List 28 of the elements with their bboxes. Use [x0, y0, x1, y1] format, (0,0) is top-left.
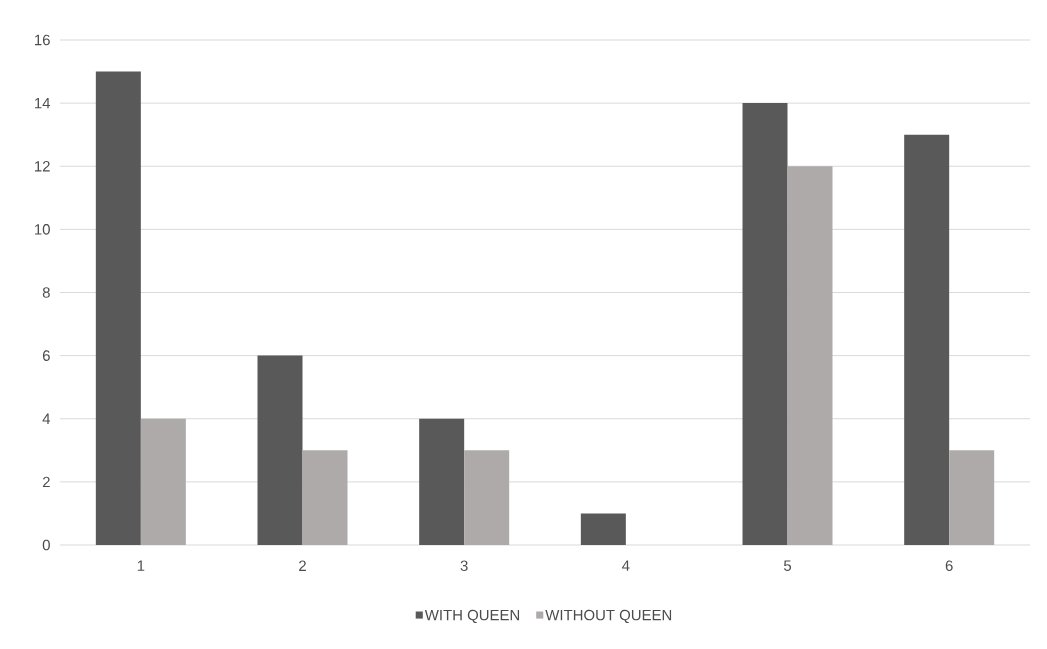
y-tick-label: 4 — [42, 413, 51, 424]
bar — [95, 71, 141, 545]
x-tick-label: 5 — [783, 560, 792, 571]
x-tick-label: 1 — [137, 560, 145, 571]
y-tick-label: 10 — [35, 224, 50, 235]
x-tick-label: 3 — [460, 560, 468, 572]
bar — [464, 450, 510, 545]
bar — [787, 166, 833, 545]
y-tick-label: 14 — [35, 97, 51, 109]
bar — [904, 134, 950, 545]
x-tick-label: 6 — [945, 560, 953, 572]
legend-label: WITHOUT QUEEN — [545, 609, 672, 624]
bar — [257, 355, 303, 545]
y-tick-label: 12 — [35, 161, 50, 172]
y-tick-label: 6 — [42, 350, 50, 361]
y-tick-label: 2 — [42, 476, 50, 488]
bar — [580, 513, 626, 545]
x-tick-label: 4 — [622, 560, 630, 571]
bar — [742, 103, 788, 545]
y-tick-label: 0 — [42, 539, 50, 551]
bar — [419, 418, 465, 545]
x-tick-label: 2 — [299, 560, 306, 571]
bar — [140, 418, 186, 545]
y-tick-label: 8 — [42, 287, 50, 298]
legend-label: WITH QUEEN — [424, 609, 520, 624]
y-tick-label: 16 — [35, 34, 50, 46]
bar — [302, 450, 348, 545]
bar — [949, 450, 995, 545]
